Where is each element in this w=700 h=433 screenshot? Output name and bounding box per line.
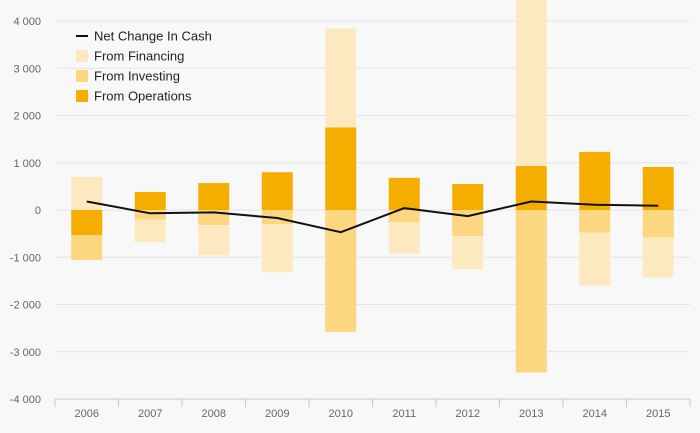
y-tick-label: 1 000 <box>13 158 41 170</box>
bar-from-financing-2010[interactable] <box>325 28 357 128</box>
y-tick-label: -4 000 <box>10 394 41 406</box>
y-tick-label: 3 000 <box>13 63 41 75</box>
legend-item-from-investing[interactable]: From Investing <box>76 69 180 84</box>
bar-from-investing-2015[interactable] <box>642 210 674 238</box>
x-tick-label: 2012 <box>456 408 480 420</box>
legend-label: From Investing <box>94 69 180 84</box>
bars-layer <box>71 0 674 373</box>
y-tick-label: -1 000 <box>10 252 41 264</box>
bar-from-operations-2011[interactable] <box>388 177 420 210</box>
bar-from-operations-2012[interactable] <box>452 184 484 210</box>
bar-from-investing-2006[interactable] <box>71 235 103 261</box>
x-tick-label: 2006 <box>75 408 99 420</box>
y-axis: 4 000 3 000 2 000 1 000 0 -1 000 -2 000 -3 000 -… <box>10 16 41 406</box>
bar-from-operations-2006[interactable] <box>71 210 103 236</box>
bar-from-operations-2015[interactable] <box>642 167 674 210</box>
legend-label: From Financing <box>94 49 184 64</box>
legend-label: Net Change In Cash <box>94 29 212 44</box>
x-tick-label: 2014 <box>583 408 607 420</box>
legend-label: From Operations <box>94 89 192 104</box>
legend-swatch <box>76 50 88 62</box>
bar-from-investing-2007[interactable] <box>134 210 166 220</box>
bar-from-investing-2011[interactable] <box>388 210 420 223</box>
bar-from-financing-2009[interactable] <box>261 224 293 273</box>
bar-from-operations-2010[interactable] <box>325 127 357 210</box>
y-tick-label: 4 000 <box>13 16 41 28</box>
legend-swatch <box>76 70 88 82</box>
bar-from-financing-2014[interactable] <box>579 232 611 286</box>
legend-swatch <box>76 90 88 102</box>
bar-from-operations-2009[interactable] <box>261 172 293 210</box>
x-tick-label: 2013 <box>519 408 543 420</box>
y-tick-label: -3 000 <box>10 347 41 359</box>
bar-from-operations-2014[interactable] <box>579 151 611 210</box>
net-change-line-layer <box>86 200 659 234</box>
legend[interactable]: Net Change In Cash From Financing From Inv… <box>76 29 212 104</box>
legend-item-from-financing[interactable]: From Financing <box>76 49 184 64</box>
bar-from-financing-2007[interactable] <box>134 219 166 243</box>
y-tick-label: -2 000 <box>10 300 41 312</box>
bar-from-financing-2015[interactable] <box>642 237 674 278</box>
bar-from-financing-2006[interactable] <box>71 176 103 210</box>
x-tick-label: 2008 <box>202 408 226 420</box>
legend-item-from-operations[interactable]: From Operations <box>76 89 192 104</box>
x-tick-label: 2011 <box>392 408 416 420</box>
bar-from-financing-2013[interactable] <box>515 0 547 167</box>
bar-from-financing-2011[interactable] <box>388 222 420 254</box>
legend-item-net-change-in-cash[interactable]: Net Change In Cash <box>76 29 212 44</box>
bar-from-operations-2008[interactable] <box>198 183 230 210</box>
x-tick-label: 2007 <box>138 408 162 420</box>
y-tick-label: 0 <box>35 205 41 217</box>
bar-from-investing-2014[interactable] <box>579 210 611 233</box>
bar-from-financing-2008[interactable] <box>198 225 230 256</box>
bar-from-operations-2007[interactable] <box>134 192 166 210</box>
net-change-line[interactable] <box>86 200 659 234</box>
bar-from-investing-2013[interactable] <box>515 210 547 373</box>
x-tick-label: 2010 <box>329 408 353 420</box>
x-axis: 2006 2007 2008 2009 2010 2011 2012 2013 2014 2015 <box>54 398 691 420</box>
y-tick-label: 2 000 <box>13 111 41 123</box>
bar-from-financing-2012[interactable] <box>452 235 484 270</box>
x-tick-label: 2009 <box>265 408 289 420</box>
x-tick-label: 2015 <box>646 408 670 420</box>
